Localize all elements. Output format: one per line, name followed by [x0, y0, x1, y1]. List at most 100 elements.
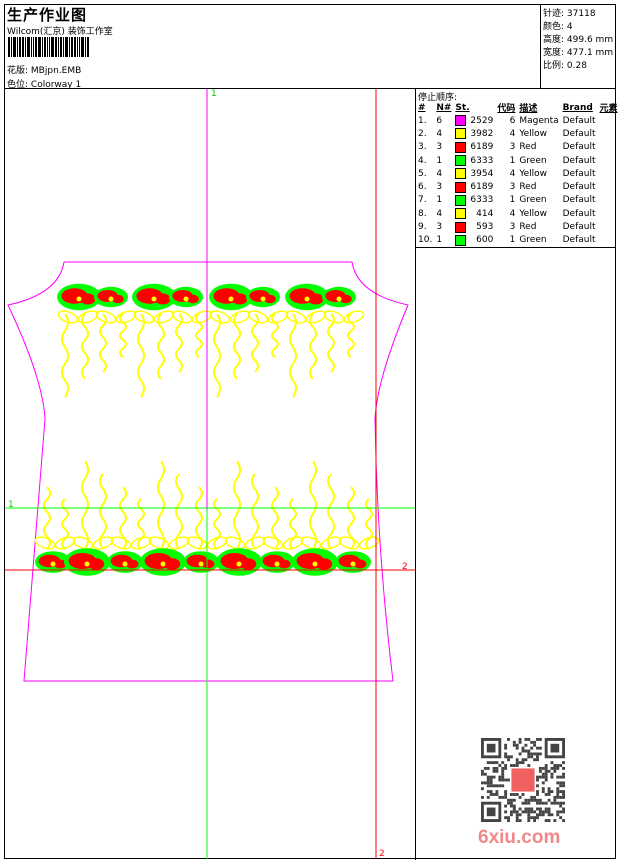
- brand: Default: [562, 142, 596, 153]
- qr-module: [495, 769, 499, 773]
- qr-module: [512, 740, 516, 744]
- colors-value: 4: [566, 22, 573, 32]
- row-index: 9.: [418, 222, 427, 233]
- qr-module: [559, 775, 563, 779]
- qr-module: [483, 781, 487, 785]
- stat-height: 高度: 499.6 mm: [543, 32, 613, 45]
- element: [598, 207, 620, 220]
- barcode-bar: [38, 37, 41, 57]
- stem: [175, 473, 183, 550]
- color-code: 1: [509, 235, 516, 246]
- barcode-bar: [63, 37, 64, 57]
- qr-module: [553, 819, 557, 822]
- guide-label-right: 2: [402, 562, 408, 572]
- stat-width: 宽度: 477.1 mm: [543, 45, 613, 58]
- stem: [81, 313, 89, 380]
- qr-module: [504, 778, 508, 782]
- sequence-row: 1. 6 2529 6 Magenta Default: [416, 114, 620, 127]
- barcode-bar: [47, 37, 48, 57]
- qr-module: [530, 795, 534, 799]
- flower-center: [260, 296, 266, 302]
- needle-number: 4: [436, 128, 443, 139]
- qr-module: [509, 813, 513, 817]
- qr-module: [512, 793, 516, 796]
- stem: [43, 486, 51, 550]
- flower-center: [76, 296, 82, 302]
- qr-module: [489, 781, 493, 785]
- barcode-bar: [11, 37, 12, 57]
- design-preview: 1 1 2 2: [5, 89, 415, 859]
- qr-module: [507, 816, 510, 820]
- stem: [327, 473, 335, 550]
- color-description: Red: [519, 182, 537, 193]
- bow-loop: [57, 310, 79, 324]
- qr-module: [495, 766, 499, 770]
- element: [598, 234, 620, 247]
- column-header: #: [418, 102, 426, 113]
- qr-module: [501, 775, 505, 779]
- flower-petal: [232, 293, 248, 305]
- barcode-bar: [55, 37, 57, 57]
- flower-center: [84, 561, 90, 567]
- qr-module: [518, 813, 522, 817]
- barcode-bar: [49, 37, 50, 57]
- qr-module: [527, 755, 531, 759]
- bow-loop: [110, 536, 132, 550]
- qr-module: [481, 795, 484, 799]
- color-swatch: [453, 220, 468, 233]
- qr-module: [524, 798, 528, 802]
- qr-module: [527, 749, 531, 753]
- table-divider: [415, 247, 616, 248]
- flower-petal: [88, 558, 105, 570]
- qr-module: [492, 784, 496, 788]
- stitch-count: 6333: [470, 155, 494, 166]
- qr-module: [483, 766, 487, 770]
- stitch-count: 3982: [470, 128, 494, 139]
- qr-module: [515, 819, 519, 822]
- qr-module: [530, 746, 534, 750]
- stem: [289, 313, 297, 398]
- stem: [233, 460, 241, 550]
- qr-module: [515, 743, 519, 747]
- qr-module: [541, 810, 545, 814]
- qr-module: [489, 793, 493, 796]
- bow-loop: [247, 310, 269, 324]
- qr-module: [507, 758, 510, 762]
- color-swatch-box: [455, 141, 467, 153]
- qr-module: [495, 784, 499, 788]
- guide-label-top: 1: [211, 89, 217, 99]
- qr-module: [507, 755, 510, 759]
- stem: [175, 313, 183, 373]
- flower-petal: [308, 293, 324, 305]
- qr-module: [504, 752, 508, 756]
- stem: [347, 486, 355, 550]
- qr-module: [486, 795, 490, 799]
- color-swatch-box: [455, 234, 467, 246]
- bow-loop: [343, 310, 365, 324]
- qr-module: [504, 795, 508, 799]
- column-header: 代码: [497, 104, 516, 114]
- element: [598, 194, 620, 207]
- color-code: 3: [509, 182, 516, 193]
- column-header: N#: [436, 102, 452, 113]
- qr-module: [481, 772, 484, 776]
- header-divider: [4, 88, 616, 89]
- qr-module: [527, 801, 531, 805]
- stem: [251, 313, 259, 373]
- bow-loop: [267, 310, 289, 324]
- brand: Default: [562, 155, 596, 166]
- qr-module: [536, 784, 539, 788]
- flower-petal: [111, 294, 124, 304]
- scale-value: 0.28: [566, 61, 587, 71]
- flower-petal: [80, 293, 96, 305]
- color-swatch-box: [455, 194, 467, 206]
- qr-module: [544, 793, 548, 796]
- qr-module: [544, 801, 548, 805]
- qr-module: [518, 738, 522, 741]
- qr-module: [556, 790, 560, 794]
- color-swatch-box: [455, 115, 467, 127]
- qr-module: [509, 798, 513, 802]
- qr-module: [541, 801, 545, 805]
- qr-module: [536, 813, 539, 817]
- stem: [61, 313, 69, 398]
